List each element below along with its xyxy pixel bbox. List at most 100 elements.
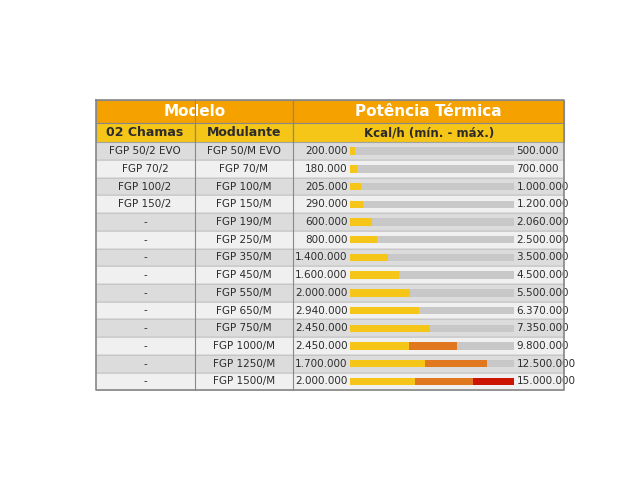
Text: FGP 250/M: FGP 250/M: [216, 235, 272, 245]
Text: FGP 550/M: FGP 550/M: [216, 288, 272, 298]
Bar: [95, 178, 564, 195]
Bar: [95, 319, 564, 337]
Text: FGP 150/M: FGP 150/M: [216, 199, 272, 209]
Text: 3.500.000: 3.500.000: [516, 252, 569, 263]
Bar: [349, 342, 409, 350]
Text: 2.000.000: 2.000.000: [295, 288, 348, 298]
Bar: [349, 254, 388, 261]
Text: -: -: [143, 341, 147, 351]
Bar: [349, 360, 514, 367]
Text: -: -: [143, 217, 147, 227]
Bar: [95, 284, 564, 302]
Bar: [425, 360, 486, 367]
Bar: [95, 195, 564, 213]
Bar: [349, 271, 514, 279]
Text: 2.060.000: 2.060.000: [516, 217, 569, 227]
Text: 1.600.000: 1.600.000: [295, 270, 348, 280]
Bar: [95, 231, 564, 249]
Bar: [95, 160, 564, 178]
Bar: [95, 142, 564, 160]
Text: 700.000: 700.000: [516, 164, 559, 174]
Text: 500.000: 500.000: [516, 146, 559, 156]
Text: 600.000: 600.000: [305, 217, 348, 227]
Text: 2.450.000: 2.450.000: [295, 341, 348, 351]
Text: Potência Térmica: Potência Térmica: [355, 104, 502, 119]
Text: FGP 100/2: FGP 100/2: [118, 181, 172, 192]
Text: 6.370.000: 6.370.000: [516, 306, 569, 315]
Bar: [349, 218, 372, 226]
Text: 1.000.000: 1.000.000: [516, 181, 569, 192]
Bar: [95, 100, 293, 123]
Bar: [349, 254, 514, 261]
Bar: [349, 236, 514, 243]
Bar: [349, 378, 514, 385]
Bar: [349, 147, 514, 155]
Text: 12.500.000: 12.500.000: [516, 359, 575, 369]
Bar: [349, 324, 514, 332]
Bar: [349, 289, 410, 297]
Bar: [349, 360, 425, 367]
Text: -: -: [143, 235, 147, 245]
Text: FGP 50/2 EVO: FGP 50/2 EVO: [109, 146, 181, 156]
Text: 800.000: 800.000: [305, 235, 348, 245]
Bar: [415, 378, 473, 385]
Text: FGP 190/M: FGP 190/M: [216, 217, 272, 227]
Bar: [349, 218, 514, 226]
Text: 200.000: 200.000: [305, 146, 348, 156]
Text: FGP 1000/M: FGP 1000/M: [213, 341, 275, 351]
Bar: [95, 302, 564, 319]
Text: -: -: [143, 306, 147, 315]
Text: 1.200.000: 1.200.000: [516, 199, 569, 209]
Text: 9.800.000: 9.800.000: [516, 341, 569, 351]
Text: 1.400.000: 1.400.000: [295, 252, 348, 263]
Text: 2.000.000: 2.000.000: [295, 376, 348, 386]
Bar: [349, 147, 355, 155]
Text: 02 Chamas: 02 Chamas: [106, 126, 184, 139]
Text: Modelo: Modelo: [163, 104, 225, 119]
Text: -: -: [143, 323, 147, 333]
Text: Kcal/h (mín. - máx.): Kcal/h (mín. - máx.): [364, 126, 494, 139]
Text: FGP 750/M: FGP 750/M: [216, 323, 272, 333]
Text: 2.500.000: 2.500.000: [516, 235, 569, 245]
Bar: [349, 165, 514, 173]
Bar: [409, 342, 457, 350]
Text: 15.000.000: 15.000.000: [516, 376, 575, 386]
Bar: [349, 307, 419, 314]
Text: 4.500.000: 4.500.000: [516, 270, 569, 280]
Bar: [349, 236, 377, 243]
Text: -: -: [143, 270, 147, 280]
Text: FGP 450/M: FGP 450/M: [216, 270, 272, 280]
Bar: [293, 100, 564, 123]
Text: 1.700.000: 1.700.000: [295, 359, 348, 369]
Text: 2.450.000: 2.450.000: [295, 323, 348, 333]
Text: -: -: [143, 376, 147, 386]
Text: FGP 1500/M: FGP 1500/M: [213, 376, 275, 386]
Bar: [349, 289, 514, 297]
Bar: [95, 337, 564, 355]
Bar: [95, 123, 195, 142]
Bar: [349, 201, 363, 208]
Text: FGP 150/2: FGP 150/2: [118, 199, 172, 209]
Text: 205.000: 205.000: [305, 181, 348, 192]
Text: 5.500.000: 5.500.000: [516, 288, 569, 298]
Text: 180.000: 180.000: [305, 164, 348, 174]
Bar: [95, 355, 564, 372]
Bar: [349, 342, 514, 350]
Text: FGP 70/M: FGP 70/M: [220, 164, 268, 174]
Bar: [195, 123, 293, 142]
Text: FGP 100/M: FGP 100/M: [216, 181, 271, 192]
Bar: [349, 201, 514, 208]
Bar: [349, 307, 514, 314]
Text: -: -: [143, 359, 147, 369]
Text: 7.350.000: 7.350.000: [516, 323, 569, 333]
Text: FGP 70/2: FGP 70/2: [122, 164, 168, 174]
Text: FGP 350/M: FGP 350/M: [216, 252, 272, 263]
Text: FGP 50/M EVO: FGP 50/M EVO: [207, 146, 281, 156]
Text: FGP 1250/M: FGP 1250/M: [212, 359, 275, 369]
Text: -: -: [143, 288, 147, 298]
Text: Modulante: Modulante: [207, 126, 281, 139]
Bar: [95, 249, 564, 266]
Bar: [349, 324, 430, 332]
Text: 290.000: 290.000: [305, 199, 348, 209]
Bar: [349, 165, 357, 173]
